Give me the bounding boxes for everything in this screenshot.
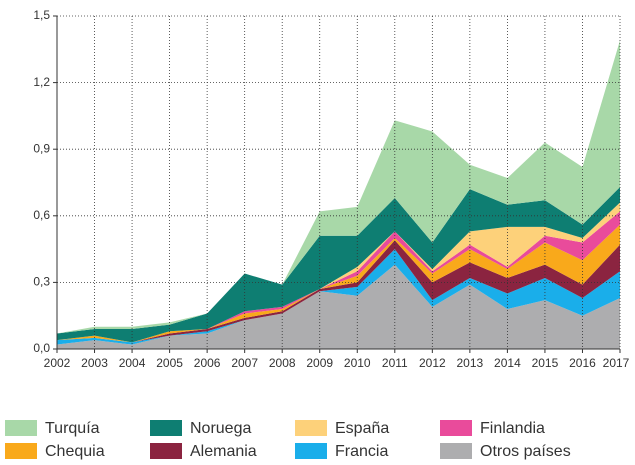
x-tick-label: 2016: [569, 356, 596, 370]
legend-label: Turquía: [45, 420, 100, 437]
y-tick-label: 1,5: [33, 8, 50, 22]
legend-label: Chequia: [45, 443, 105, 460]
legend-label: Noruega: [190, 420, 251, 437]
x-tick-label: 2006: [194, 356, 221, 370]
x-tick-label: 2012: [419, 356, 446, 370]
legend-swatch: [440, 420, 472, 436]
legend-swatch: [5, 420, 37, 436]
x-tick-label: 2014: [494, 356, 521, 370]
legend-swatch: [5, 443, 37, 459]
legend-swatch: [150, 420, 182, 436]
legend-label: Alemania: [190, 443, 257, 460]
x-tick-label: 2009: [306, 356, 333, 370]
area: [57, 186, 620, 343]
x-tick-label: 2010: [344, 356, 371, 370]
legend-swatch: [295, 443, 327, 459]
x-tick-label: 2007: [231, 356, 258, 370]
y-tick-label: 0,6: [33, 208, 50, 222]
area: [57, 240, 620, 343]
x-tick-label: 2011: [382, 356, 408, 370]
x-tick-label: 2013: [457, 356, 484, 370]
x-tick-label: 2005: [156, 356, 183, 370]
y-tick-label: 0,0: [33, 341, 50, 355]
legend-swatch: [295, 420, 327, 436]
legend-label: España: [335, 420, 389, 437]
x-tick-label: 2008: [269, 356, 296, 370]
legend-label: Otros países: [480, 443, 571, 460]
x-tick-label: 2002: [44, 356, 71, 370]
legend-swatch: [440, 443, 472, 459]
x-tick-label: 2004: [119, 356, 146, 370]
legend-label: Finlandia: [480, 420, 545, 437]
area: [57, 202, 620, 343]
legend-swatch: [150, 443, 182, 459]
x-tick-label: 2017: [603, 356, 630, 370]
area: [57, 249, 620, 345]
x-tick-label: 2003: [81, 356, 108, 370]
area: [57, 264, 620, 349]
y-tick-label: 0,9: [33, 141, 50, 155]
x-tick-label: 2015: [532, 356, 559, 370]
y-tick-label: 0,3: [33, 275, 50, 289]
area: [57, 40, 620, 334]
y-tick-label: 1,2: [33, 75, 50, 89]
legend-label: Francia: [335, 443, 388, 460]
